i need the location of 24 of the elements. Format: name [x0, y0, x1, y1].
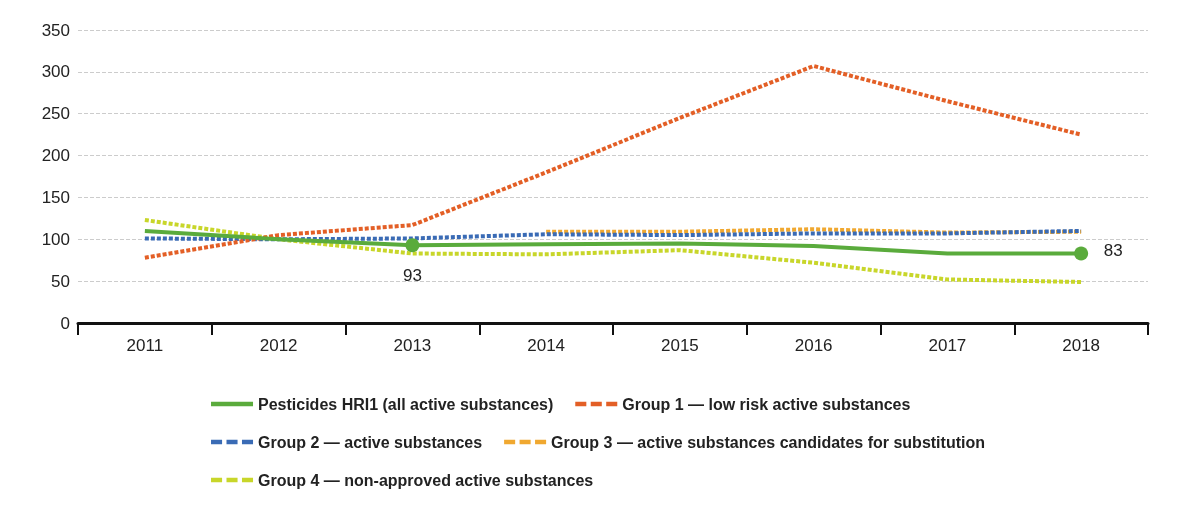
x-tick-label: 2017 [928, 336, 967, 355]
y-tick-label: 300 [41, 62, 70, 82]
x-tick-label: 2015 [660, 336, 699, 355]
x-tick-label: 2012 [259, 336, 298, 355]
x-tick-label: 2014 [527, 336, 566, 355]
legend-label: Group 1 — low risk active substances [622, 395, 911, 413]
y-tick-label: 50 [51, 271, 70, 291]
legend-label: Pesticides HRI1 (all active substances) [258, 395, 554, 413]
legend-label: Group 3 — active substances candidates for substitution [551, 433, 985, 451]
y-tick-label: 0 [60, 313, 70, 333]
x-tick-label: 2018 [1062, 336, 1101, 355]
legend-label: Group 4 — non-approved active substances [258, 471, 594, 489]
x-tick-label: 2016 [794, 336, 833, 355]
y-tick-label: 350 [41, 20, 70, 40]
x-tick-label: 2013 [393, 336, 432, 355]
y-tick-label: 150 [41, 187, 70, 207]
data-label: 83 [1103, 240, 1123, 260]
data-label: 93 [402, 266, 422, 286]
y-tick-label: 200 [41, 146, 70, 166]
x-tick-label: 2011 [126, 336, 164, 355]
y-tick-label: 100 [41, 229, 70, 249]
y-tick-label: 250 [41, 104, 70, 124]
line-series [142, 218, 1084, 284]
legend-label: Group 2 — active substances [258, 433, 483, 451]
